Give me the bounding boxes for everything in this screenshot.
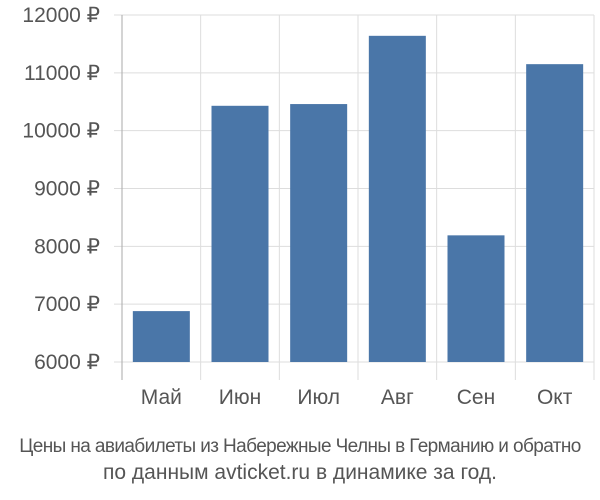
caption-line-2: по данным avticket.ru в динамике за год. [103,461,497,484]
x-tick-label: Сен [457,386,495,409]
caption-line-1: Цены на авиабилеты из Набережные Челны в… [19,436,581,457]
y-tick-label: 12000 ₽ [22,4,100,27]
x-tick-label: Июн [219,386,261,409]
bar [526,64,584,363]
bar [290,104,348,363]
bar [211,105,269,362]
bar [368,35,426,362]
y-tick-label: 10000 ₽ [22,120,100,143]
x-tick-label: Окт [537,386,573,409]
bar [447,235,505,362]
y-tick-label: 6000 ₽ [34,351,100,374]
grid-lines [114,14,595,380]
x-tick-label: Июл [297,386,340,409]
bar-chart: 6000 ₽ 7000 ₽ 8000 ₽ 9000 ₽ 10000 ₽ 11000 ₽ 12… [22,4,595,409]
bars [132,35,584,363]
y-tick-label: 11000 ₽ [24,62,100,85]
bar [132,311,190,362]
x-tick-label: Авг [381,386,414,409]
y-tick-label: 8000 ₽ [34,235,100,258]
y-tick-label: 9000 ₽ [34,178,100,201]
x-tick-labels: Май Июн Июл Авг Сен Окт [141,386,573,409]
y-tick-label: 7000 ₽ [34,293,100,316]
y-tick-labels: 6000 ₽ 7000 ₽ 8000 ₽ 9000 ₽ 10000 ₽ 11000 ₽ 12… [22,4,100,374]
x-tick-label: Май [141,386,182,409]
